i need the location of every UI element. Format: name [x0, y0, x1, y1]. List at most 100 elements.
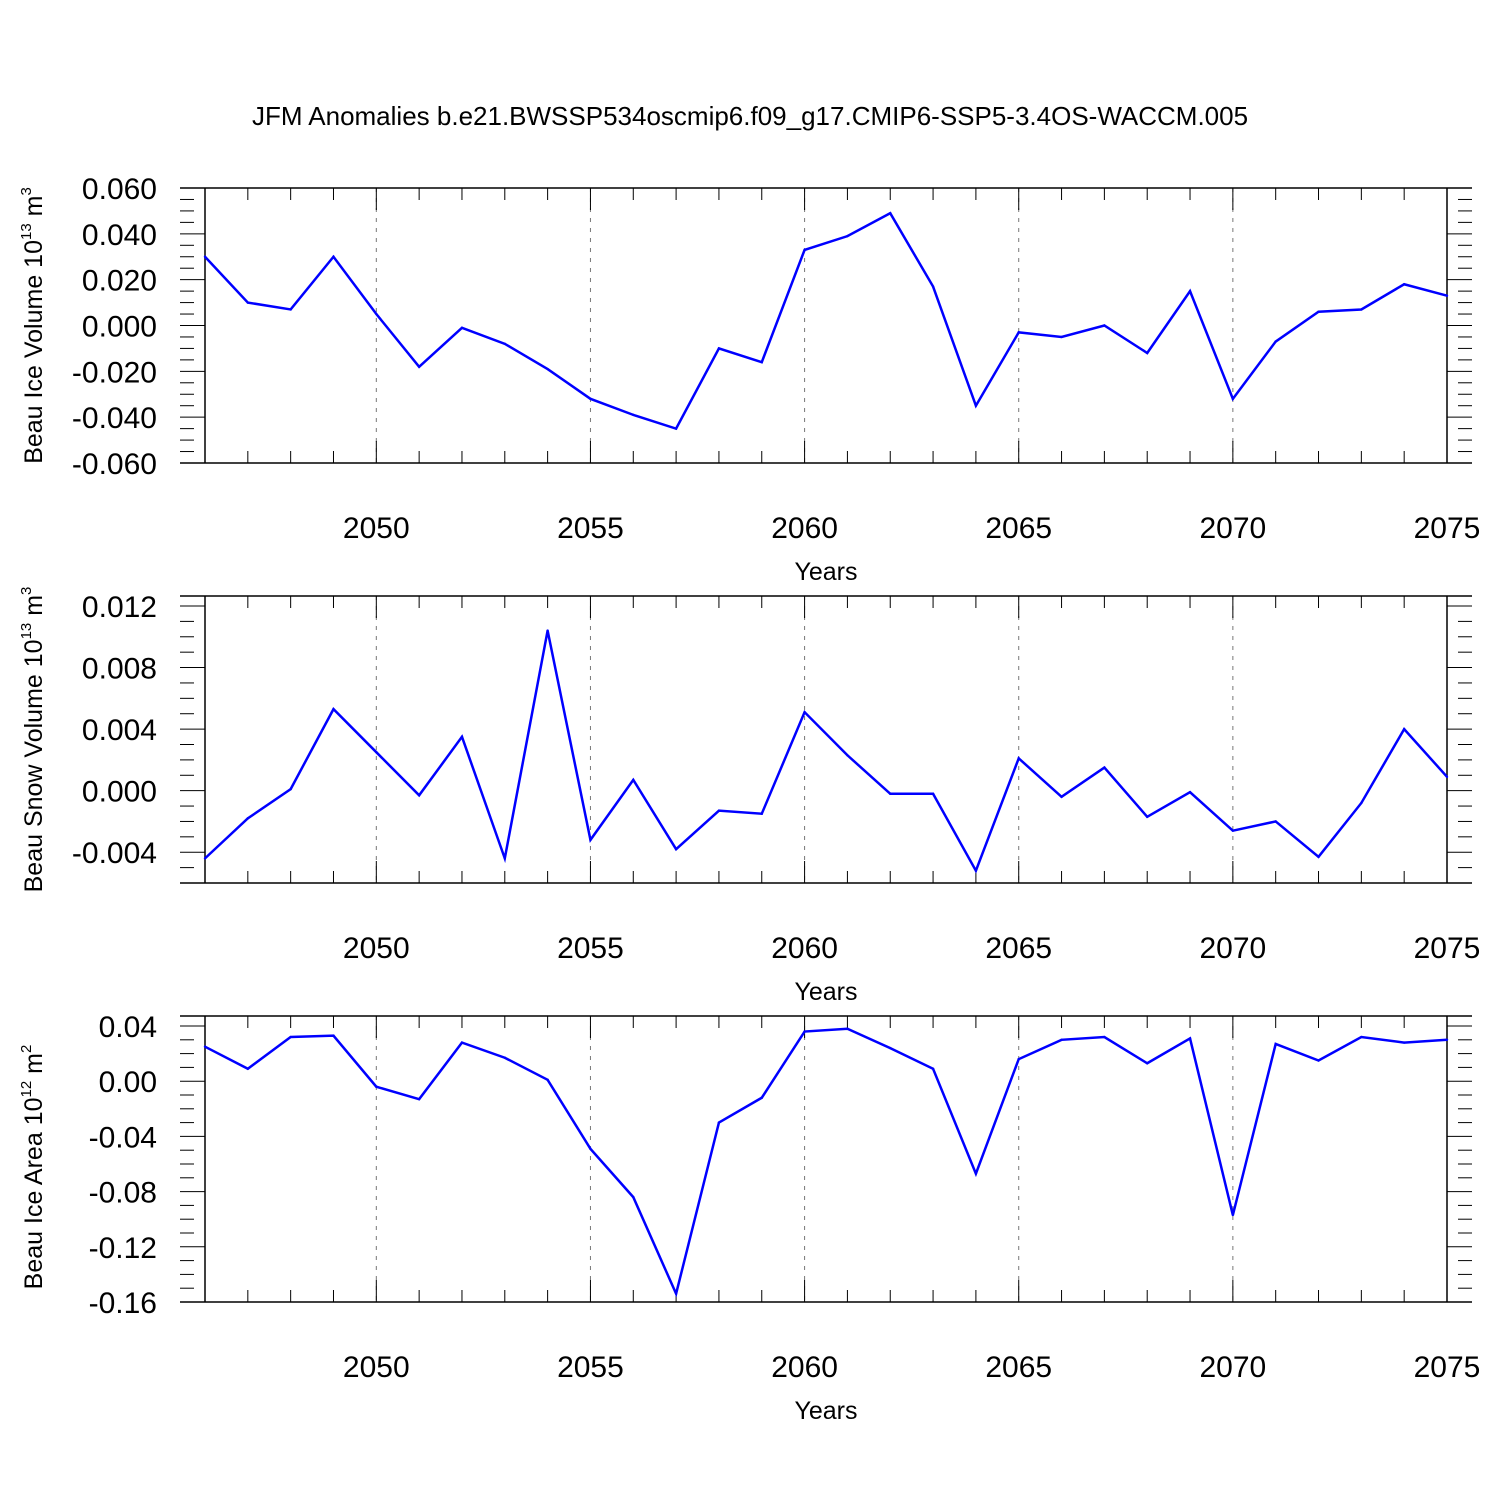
data-point: [1146, 1062, 1149, 1065]
data-point: [1017, 1057, 1020, 1061]
y-tick-label: 0.04: [99, 1011, 157, 1044]
data-point: [889, 212, 892, 215]
data-point: [1274, 1042, 1277, 1046]
data-point: [1360, 801, 1363, 805]
y-axis-label-exponent: 12: [18, 1081, 35, 1098]
data-point: [1402, 727, 1406, 731]
panel-1: 2050 2055 2060 2065 2070 2075 Years 0.060 0.040 0…: [18, 173, 1480, 586]
y-axis-label: Beau Snow Volume 1013 m3: [18, 587, 48, 893]
x-tick-label: 2060: [771, 1351, 838, 1384]
data-point: [760, 1096, 763, 1099]
x-tick-label: 2050: [343, 512, 410, 545]
y-axis-label-base: Beau Ice Area 10: [20, 1098, 48, 1290]
data-point: [803, 710, 806, 714]
x-tick-label: 2055: [557, 1351, 624, 1384]
data-point: [1188, 289, 1192, 293]
y-axis-label-unit-exponent: 3: [18, 187, 35, 195]
data-point: [846, 754, 849, 757]
x-tick-label: 2055: [557, 512, 624, 545]
data-point: [460, 1041, 464, 1044]
data-point: [974, 1172, 978, 1175]
x-tick-label: 2070: [1199, 512, 1266, 545]
x-tick-label: 2075: [1414, 1351, 1481, 1384]
data-point: [417, 365, 421, 368]
data-point: [1188, 1037, 1192, 1040]
data-point: [1188, 791, 1192, 794]
data-point: [974, 869, 978, 872]
y-axis-label-unit-exponent: 2: [18, 1045, 35, 1053]
data-point: [1402, 1041, 1406, 1044]
y-axis-label: Beau Ice Area 1012 m2: [18, 1045, 48, 1290]
data-point: [803, 1030, 806, 1033]
x-tick-label: 2075: [1414, 932, 1481, 965]
data-point: [1103, 324, 1106, 327]
x-tick-label: 2060: [771, 932, 838, 965]
data-point: [332, 255, 335, 258]
data-point: [1146, 351, 1149, 355]
y-axis-label-unit-exponent: 3: [18, 587, 35, 595]
data-point: [674, 1292, 678, 1295]
data-point: [1231, 1213, 1235, 1217]
data-point: [289, 787, 292, 791]
y-tick-label: 0.040: [82, 219, 157, 252]
data-point: [1445, 294, 1449, 297]
y-tick-label: 0.012: [82, 591, 157, 624]
data-point: [632, 778, 635, 782]
data-point: [1360, 1035, 1363, 1039]
y-tick-label: 0.000: [82, 776, 157, 809]
y-tick-label: 0.020: [82, 265, 157, 298]
data-point: [546, 1078, 549, 1082]
data-point: [1402, 283, 1406, 286]
data-point: [375, 1085, 378, 1088]
x-tick-label: 2065: [985, 1351, 1052, 1384]
data-point: [246, 817, 250, 820]
y-tick-label: -0.12: [89, 1232, 157, 1265]
y-axis-label-unit: m: [20, 595, 48, 623]
y-tick-label: -0.040: [72, 402, 157, 435]
data-point: [332, 707, 335, 711]
data-point: [375, 750, 378, 754]
y-tick-label: 0.008: [82, 653, 157, 686]
x-axis-label: Years: [794, 1397, 857, 1425]
data-point: [203, 1045, 207, 1048]
data-point: [1060, 795, 1063, 799]
data-point: [332, 1034, 335, 1037]
data-point: [1445, 1038, 1449, 1042]
data-point: [1103, 766, 1106, 769]
data-point: [803, 248, 806, 252]
y-axis-label-exponent: 13: [18, 623, 35, 640]
data-point: [246, 1067, 250, 1070]
data-point: [1060, 1038, 1063, 1042]
data-point: [203, 255, 207, 258]
data-point: [1274, 820, 1277, 823]
figure-title: JFM Anomalies b.e21.BWSSP534oscmip6.f09_…: [252, 101, 1248, 131]
series-line: [204, 1027, 1448, 1298]
y-axis-label-exponent: 13: [18, 223, 35, 240]
y-tick-label: -0.020: [72, 356, 157, 389]
data-point: [589, 397, 592, 401]
data-point: [503, 857, 506, 860]
data-point: [974, 404, 978, 407]
data-point: [589, 838, 592, 842]
series-line: [204, 211, 1448, 431]
y-axis-label-base: Beau Snow Volume 10: [20, 639, 48, 892]
data-point: [289, 1035, 292, 1039]
data-point: [1146, 815, 1149, 819]
data-point: [1317, 855, 1320, 859]
panels: 2050 2055 2060 2065 2070 2075 Years 0.060 0.040 0…: [18, 173, 1480, 1425]
data-point: [760, 812, 763, 815]
x-tick-label: 2075: [1414, 512, 1481, 545]
y-tick-label: -0.04: [89, 1121, 157, 1154]
x-tick-label: 2065: [985, 512, 1052, 545]
data-point: [546, 629, 549, 632]
y-axis-label: Beau Ice Volume 1013 m3: [18, 187, 48, 464]
x-tick-label: 2050: [343, 1351, 410, 1384]
data-point: [503, 342, 506, 346]
data-point: [1317, 310, 1320, 313]
y-tick-label: 0.004: [82, 714, 157, 747]
y-axis-label-base: Beau Ice Volume 10: [20, 240, 48, 464]
y-tick-label: 0.060: [82, 173, 157, 206]
y-tick-label: 0.000: [82, 311, 157, 344]
x-tick-label: 2055: [557, 932, 624, 965]
